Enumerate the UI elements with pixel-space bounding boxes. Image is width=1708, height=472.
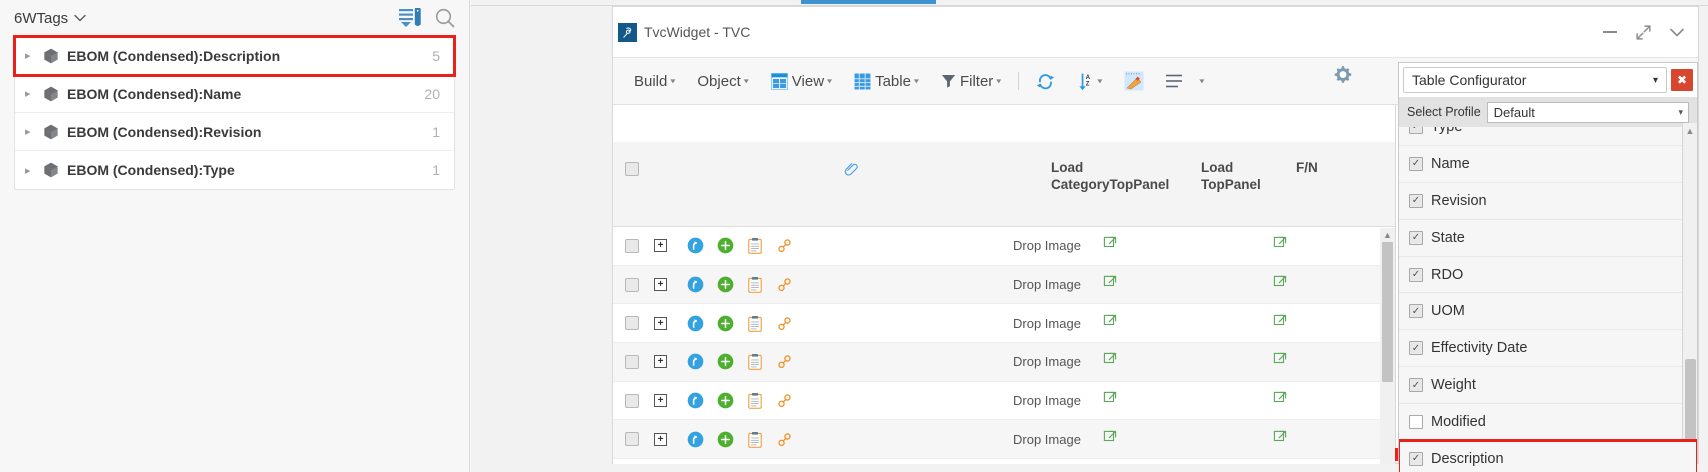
svg-text:Z: Z xyxy=(1086,81,1090,87)
svg-text:A: A xyxy=(1086,75,1091,81)
